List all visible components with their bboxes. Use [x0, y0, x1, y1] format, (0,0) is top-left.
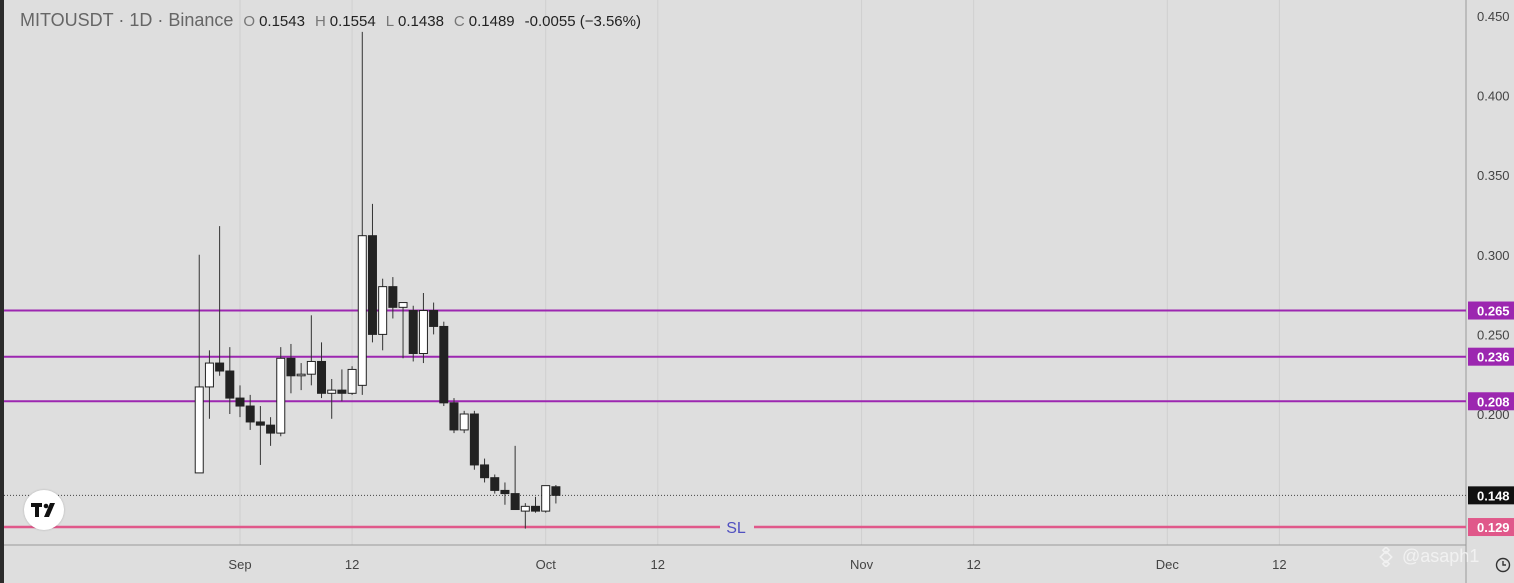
y-tick-label: 0.250	[1477, 327, 1510, 342]
x-tick-label: 12	[651, 557, 665, 572]
x-tick-label: 12	[345, 557, 359, 572]
candle-body[interactable]	[480, 464, 490, 479]
level-price-tag	[1468, 392, 1514, 411]
y-tick-label: 0.350	[1477, 168, 1510, 183]
y-tick-label: 0.450	[1477, 9, 1510, 24]
candle-body[interactable]	[388, 286, 398, 308]
tradingview-logo-icon[interactable]	[24, 490, 64, 530]
low-value: 0.1438	[398, 13, 444, 30]
timezone-clock-icon[interactable]	[1494, 556, 1512, 574]
candle-body[interactable]	[255, 421, 265, 426]
candle-body[interactable]	[408, 310, 418, 355]
candle-body[interactable]	[378, 286, 388, 335]
binance-diamond-icon	[1379, 546, 1393, 567]
candle-body[interactable]	[225, 370, 235, 399]
candle-body[interactable]	[347, 368, 357, 394]
candle-body[interactable]	[439, 325, 449, 404]
candle-body[interactable]	[449, 402, 459, 431]
candle-body[interactable]	[337, 389, 347, 394]
level-price-label: 0.208	[1477, 394, 1510, 409]
candle-body[interactable]	[194, 386, 204, 474]
y-tick-label: 0.200	[1477, 407, 1510, 422]
watermark: @asaph1	[1376, 546, 1479, 567]
last-price-label: 0.148	[1477, 488, 1510, 503]
x-tick-label: Sep	[228, 557, 251, 572]
level-price-label: 0.265	[1477, 304, 1510, 319]
candle-body[interactable]	[418, 310, 428, 355]
candle-body[interactable]	[398, 302, 408, 308]
candle-body[interactable]	[459, 413, 469, 431]
candle-body[interactable]	[510, 493, 520, 511]
change-value: -0.0055 (−3.56%)	[524, 13, 641, 30]
watermark-handle: @asaph1	[1402, 546, 1480, 566]
ohlc-legend: MITOUSDT · 1D · Binance O 0.1543 H 0.1554 …	[20, 10, 641, 31]
candle-body[interactable]	[367, 235, 377, 335]
x-tick-label: Dec	[1156, 557, 1180, 572]
candle-body[interactable]	[469, 413, 479, 466]
level-price-label: 0.236	[1477, 350, 1510, 365]
high-label: H	[314, 13, 326, 30]
stop-loss-text: SL	[726, 520, 746, 537]
candle-body[interactable]	[490, 477, 500, 491]
candle-body[interactable]	[429, 310, 439, 327]
candle-body[interactable]	[327, 389, 337, 394]
symbol-label[interactable]: MITOUSDT · 1D · Binance	[20, 10, 234, 30]
price-chart[interactable]: 0.450 0.400 0.350 0.300 0.250 0.200 Sep 12 Oct 12…	[4, 0, 1514, 583]
chart-area[interactable]: 0.450 0.400 0.350 0.300 0.250 0.200 Sep 12 Oct 12…	[4, 0, 1514, 583]
candle-body[interactable]	[357, 235, 367, 386]
candle-body[interactable]	[296, 373, 306, 377]
close-value: 0.1489	[468, 13, 515, 30]
stop-loss-price-tag	[1468, 518, 1514, 537]
candle-body[interactable]	[541, 485, 551, 512]
open-label: O	[243, 13, 256, 30]
level-price-tag	[1468, 301, 1514, 320]
candle-body[interactable]	[306, 360, 316, 375]
last-price-tag	[1468, 486, 1514, 505]
low-label: L	[385, 13, 395, 30]
candle-body[interactable]	[266, 424, 276, 434]
x-tick-label: Nov	[850, 557, 874, 572]
candle-body[interactable]	[276, 357, 286, 434]
x-tick-label: Oct	[536, 557, 557, 572]
y-tick-label: 0.400	[1477, 89, 1510, 104]
stop-loss-price-label: 0.129	[1477, 520, 1510, 535]
candle-body[interactable]	[531, 505, 541, 512]
candle-body[interactable]	[235, 397, 245, 407]
close-label: C	[453, 13, 465, 30]
candle-body[interactable]	[286, 357, 296, 377]
open-value: 0.1543	[259, 13, 305, 30]
y-tick-label: 0.300	[1477, 248, 1510, 263]
high-value: 0.1554	[329, 13, 376, 30]
x-tick-label: 12	[1272, 557, 1286, 572]
candle-body[interactable]	[245, 405, 255, 423]
level-price-tag	[1468, 347, 1514, 366]
candle-body[interactable]	[500, 489, 510, 495]
x-tick-label: 12	[966, 557, 980, 572]
candle-body[interactable]	[551, 486, 561, 496]
candle-body[interactable]	[520, 505, 530, 512]
candle-body[interactable]	[204, 362, 214, 388]
candle-body[interactable]	[317, 360, 327, 394]
candle-body[interactable]	[215, 362, 225, 372]
